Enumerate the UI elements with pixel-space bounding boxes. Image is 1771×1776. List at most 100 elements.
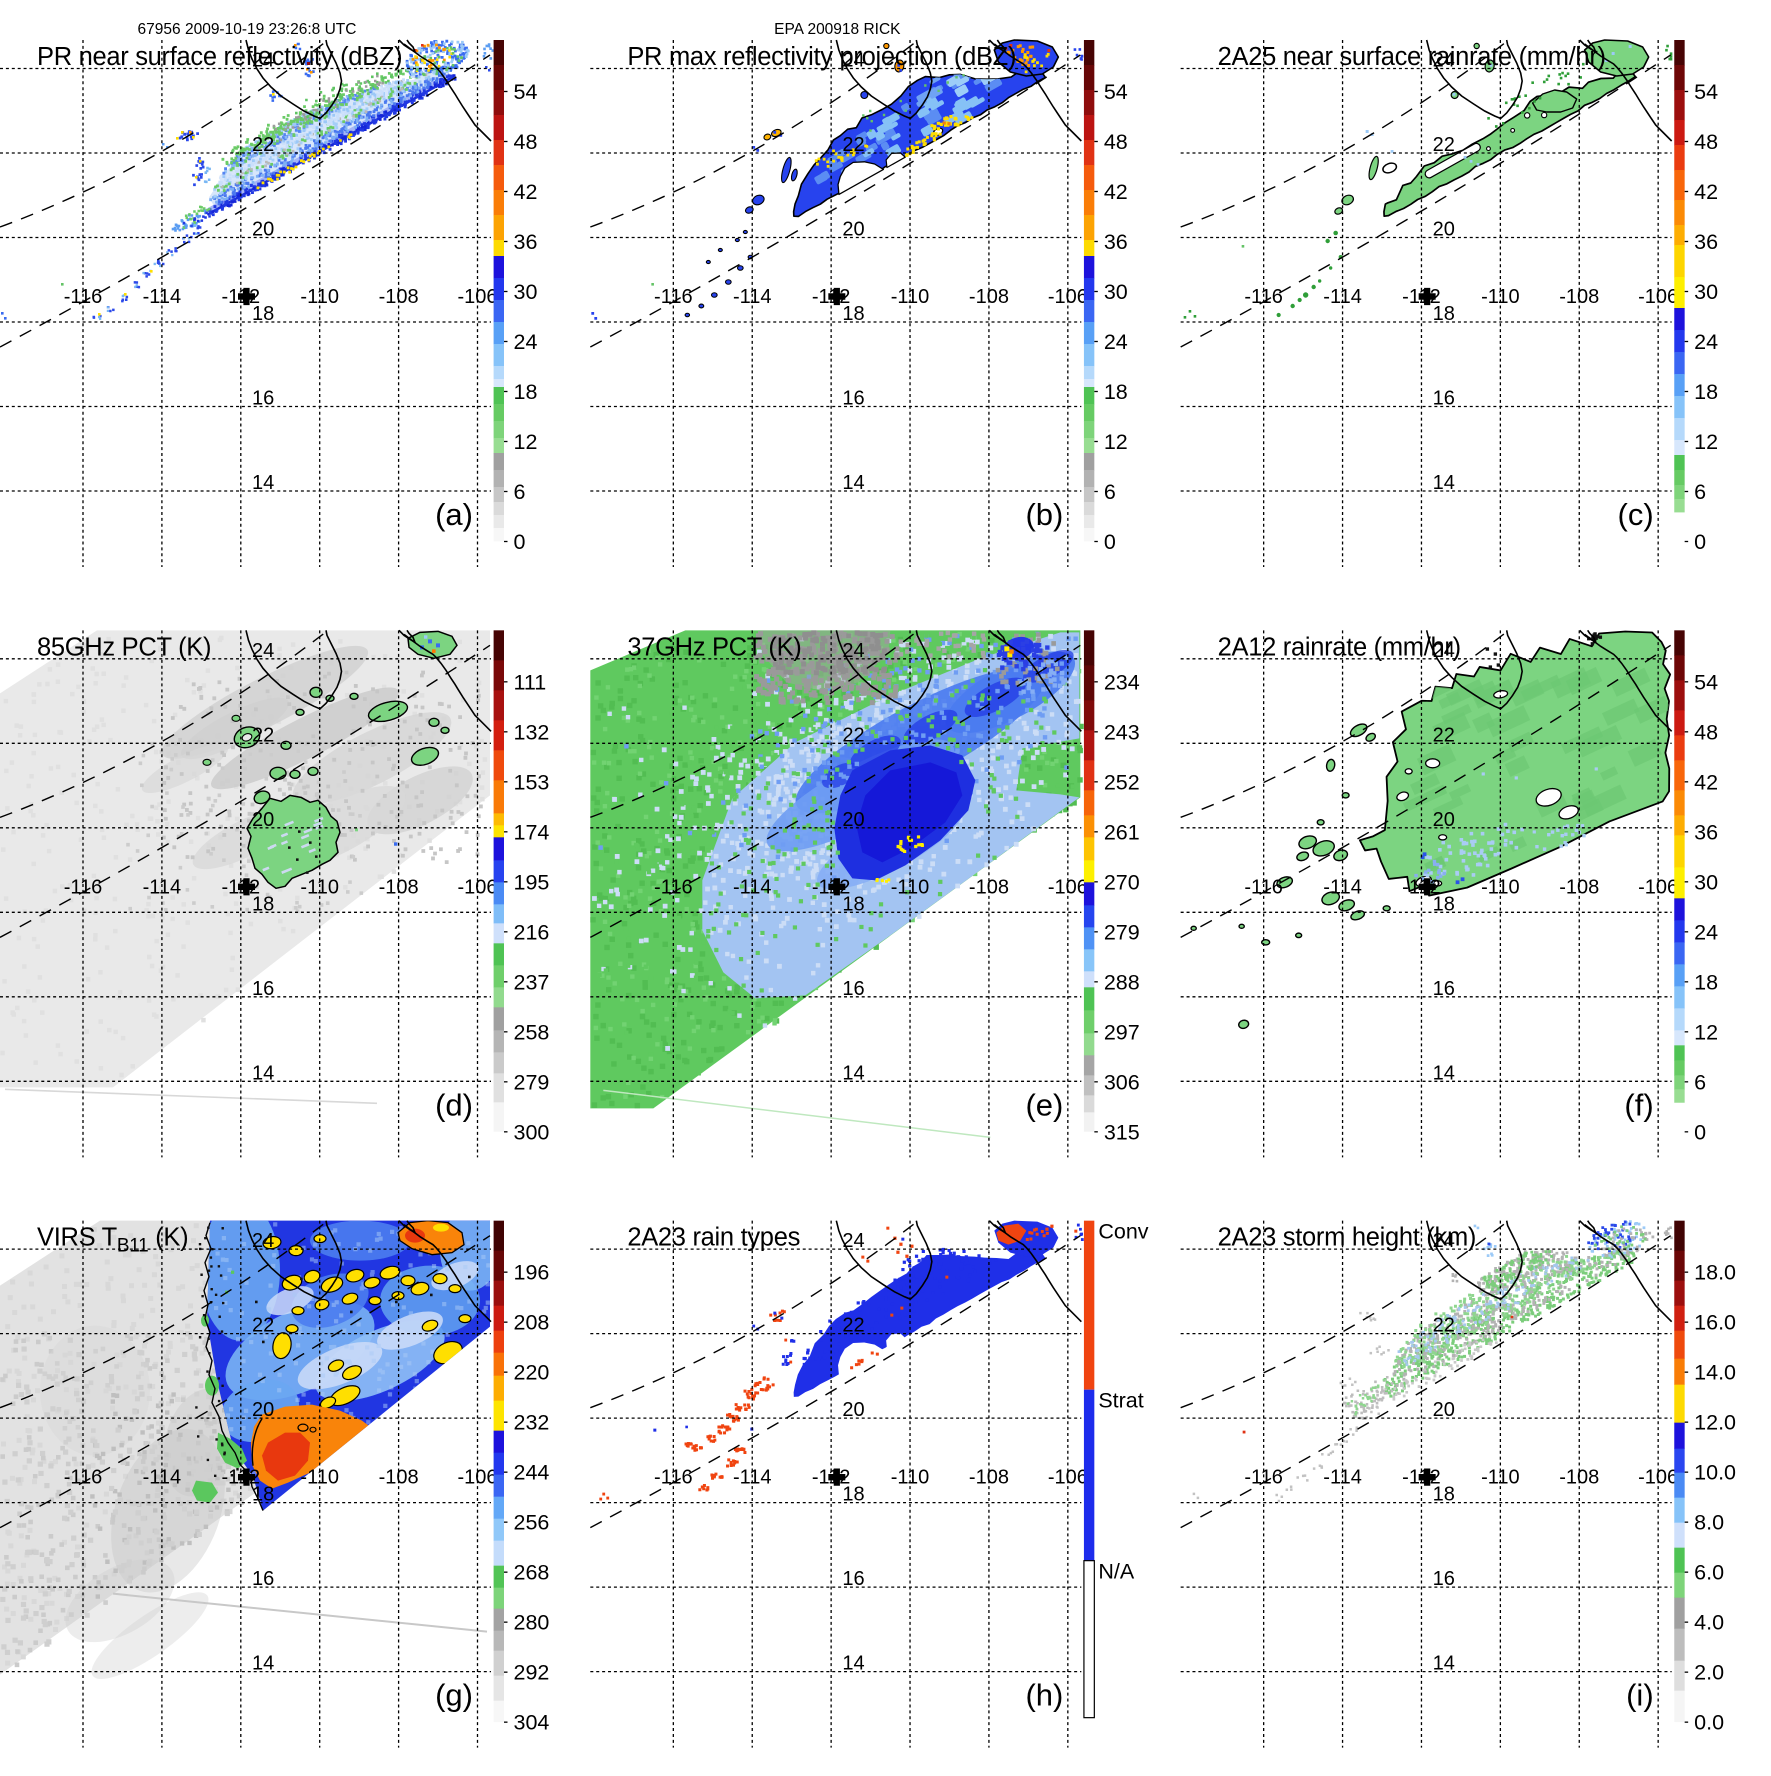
svg-text:279: 279 — [514, 1070, 550, 1094]
svg-text:216: 216 — [514, 920, 550, 944]
svg-text:(b): (b) — [1025, 497, 1063, 532]
svg-text:-114: -114 — [1323, 876, 1362, 898]
svg-text:36: 36 — [1694, 230, 1718, 254]
svg-text:-106: -106 — [1638, 876, 1678, 898]
svg-text:2A23 rain types: 2A23 rain types — [627, 1224, 800, 1252]
svg-text:24: 24 — [514, 330, 538, 354]
svg-text:22: 22 — [1433, 1315, 1455, 1337]
svg-text:18: 18 — [1694, 970, 1718, 994]
svg-text:111: 111 — [514, 670, 547, 694]
svg-text:20: 20 — [252, 1399, 274, 1421]
svg-text:297: 297 — [1104, 1020, 1140, 1044]
svg-text:270: 270 — [1104, 870, 1140, 894]
svg-text:244: 244 — [514, 1461, 550, 1485]
svg-text:14: 14 — [1433, 1062, 1455, 1084]
svg-text:24: 24 — [1694, 920, 1718, 944]
svg-text:-110: -110 — [891, 1467, 930, 1489]
svg-text:-110: -110 — [891, 286, 930, 308]
svg-text:-116: -116 — [1244, 1467, 1283, 1489]
svg-text:18: 18 — [842, 893, 864, 915]
svg-text:315: 315 — [1104, 1120, 1140, 1144]
svg-text:36: 36 — [1104, 230, 1128, 254]
svg-text:12.0: 12.0 — [1694, 1411, 1736, 1435]
svg-text:280: 280 — [514, 1611, 550, 1635]
svg-text:-106: -106 — [1638, 286, 1678, 308]
svg-text:-116: -116 — [654, 286, 693, 308]
svg-text:18: 18 — [252, 1484, 274, 1506]
svg-text:18: 18 — [1694, 380, 1718, 404]
svg-text:42: 42 — [1104, 180, 1128, 204]
svg-text:16: 16 — [1433, 978, 1455, 1000]
svg-text:24: 24 — [1104, 330, 1128, 354]
svg-text:0.0: 0.0 — [1694, 1711, 1724, 1735]
svg-text:237: 237 — [514, 970, 550, 994]
svg-text:Strat: Strat — [1098, 1389, 1143, 1413]
svg-text:16.0: 16.0 — [1694, 1311, 1736, 1335]
svg-text:-116: -116 — [1244, 876, 1283, 898]
svg-text:54: 54 — [514, 80, 538, 104]
svg-text:(d): (d) — [435, 1087, 473, 1122]
svg-text:2.0: 2.0 — [1694, 1661, 1724, 1685]
svg-text:37GHz PCT (K): 37GHz PCT (K) — [627, 633, 801, 661]
svg-text:12: 12 — [1104, 430, 1128, 454]
svg-text:VIRS TB11 (K): VIRS TB11 (K) — [37, 1224, 188, 1257]
svg-text:12: 12 — [514, 430, 538, 454]
svg-text:42: 42 — [1694, 180, 1718, 204]
svg-text:22: 22 — [252, 724, 274, 746]
svg-text:-116: -116 — [654, 876, 693, 898]
svg-text:258: 258 — [514, 1020, 550, 1044]
svg-text:16: 16 — [842, 978, 864, 1000]
svg-text:18: 18 — [1433, 893, 1455, 915]
svg-text:14: 14 — [252, 1653, 274, 1675]
svg-text:195: 195 — [514, 870, 550, 894]
svg-text:-110: -110 — [891, 876, 930, 898]
svg-text:EPA 200918 RICK: EPA 200918 RICK — [774, 21, 901, 38]
svg-text:42: 42 — [1694, 770, 1718, 794]
svg-text:-110: -110 — [1481, 286, 1520, 308]
svg-text:PR near surface reflectivity (: PR near surface reflectivity (dBZ) — [37, 43, 402, 71]
svg-text:252: 252 — [1104, 770, 1140, 794]
svg-text:16: 16 — [252, 1568, 274, 1590]
svg-text:22: 22 — [1433, 134, 1455, 156]
svg-text:18: 18 — [252, 893, 274, 915]
svg-text:-110: -110 — [300, 876, 339, 898]
svg-text:30: 30 — [514, 280, 538, 304]
svg-text:6: 6 — [1694, 1070, 1706, 1094]
svg-text:-116: -116 — [654, 1467, 693, 1489]
svg-text:220: 220 — [514, 1361, 550, 1385]
svg-text:22: 22 — [1433, 724, 1455, 746]
svg-text:14.0: 14.0 — [1694, 1361, 1736, 1385]
svg-text:-116: -116 — [1244, 286, 1283, 308]
svg-text:-108: -108 — [379, 876, 419, 898]
svg-text:0: 0 — [514, 530, 526, 554]
svg-text:14: 14 — [842, 1653, 864, 1675]
svg-text:12: 12 — [1694, 1020, 1718, 1044]
svg-text:-106: -106 — [457, 1467, 497, 1489]
svg-text:-108: -108 — [1559, 876, 1599, 898]
svg-text:-114: -114 — [143, 876, 182, 898]
svg-text:(a): (a) — [435, 497, 473, 532]
svg-text:-108: -108 — [1559, 1467, 1599, 1489]
svg-text:48: 48 — [1694, 130, 1718, 154]
svg-text:N/A: N/A — [1098, 1560, 1135, 1584]
svg-text:24: 24 — [1433, 1230, 1455, 1252]
svg-text:4.0: 4.0 — [1694, 1611, 1724, 1635]
svg-text:20: 20 — [1433, 219, 1455, 241]
svg-text:-108: -108 — [1559, 286, 1599, 308]
svg-text:54: 54 — [1694, 670, 1718, 694]
svg-text:20: 20 — [252, 809, 274, 831]
svg-text:20: 20 — [842, 809, 864, 831]
svg-text:-106: -106 — [1638, 1467, 1678, 1489]
svg-text:12: 12 — [1694, 430, 1718, 454]
svg-text:10.0: 10.0 — [1694, 1461, 1736, 1485]
svg-text:18: 18 — [252, 303, 274, 325]
svg-text:22: 22 — [252, 1315, 274, 1337]
svg-text:18: 18 — [1104, 380, 1128, 404]
svg-text:-106: -106 — [457, 876, 497, 898]
svg-text:0: 0 — [1694, 530, 1706, 554]
svg-text:14: 14 — [1433, 472, 1455, 494]
svg-text:132: 132 — [514, 720, 550, 744]
svg-text:288: 288 — [1104, 970, 1140, 994]
svg-text:14: 14 — [252, 1062, 274, 1084]
svg-text:48: 48 — [1104, 130, 1128, 154]
